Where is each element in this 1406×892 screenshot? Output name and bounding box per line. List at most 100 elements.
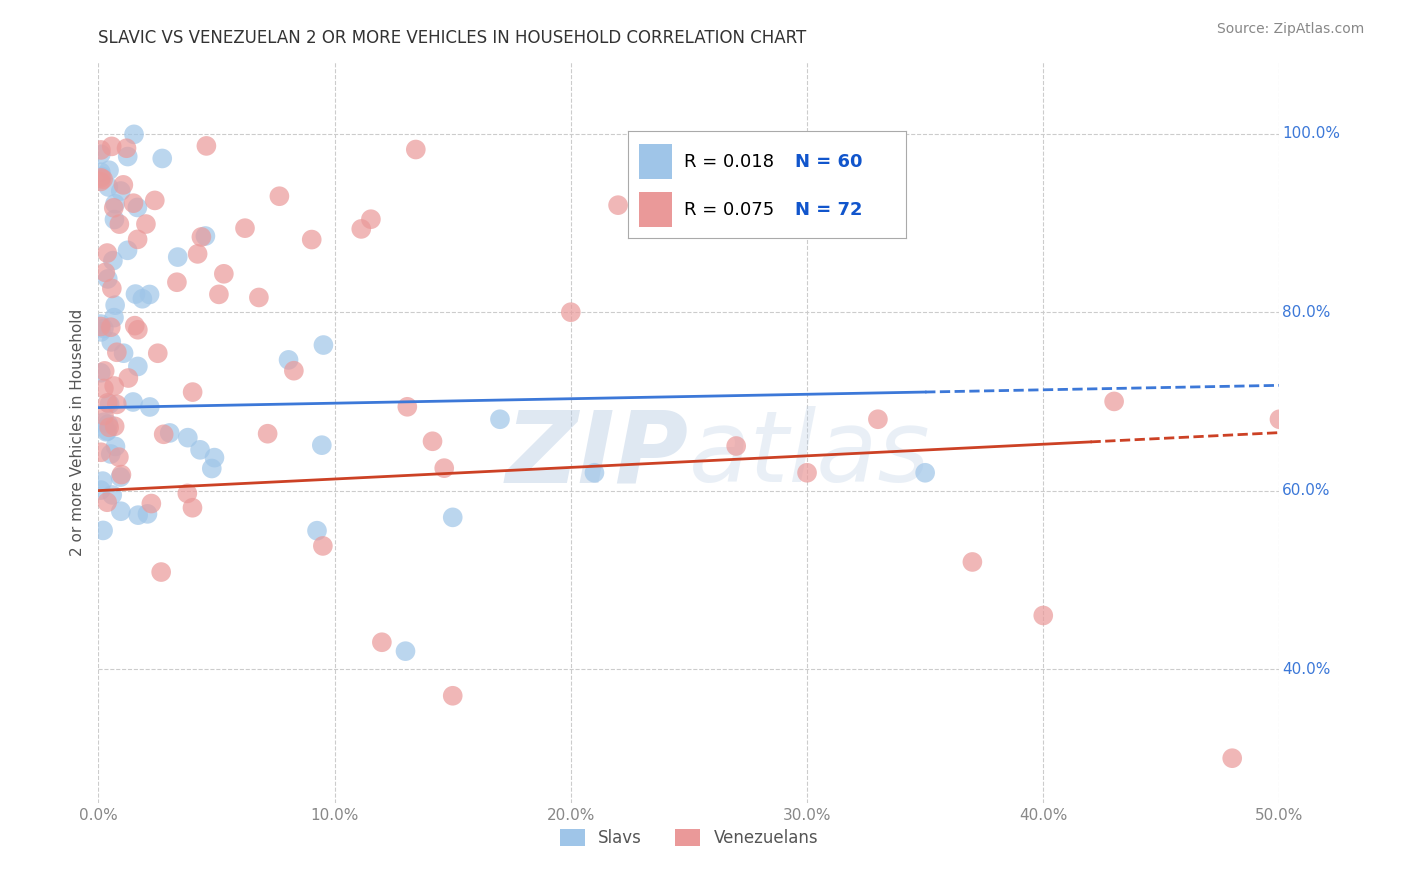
- Point: [247, 290, 270, 304]
- Point: [103, 310, 125, 325]
- Point: [112, 178, 135, 192]
- Point: [90, 143, 112, 157]
- Point: [127, 323, 149, 337]
- Point: [441, 689, 464, 703]
- Point: [176, 486, 198, 500]
- Point: [396, 400, 419, 414]
- Text: 40.0%: 40.0%: [1282, 662, 1330, 676]
- Point: [312, 338, 335, 352]
- Point: [360, 212, 382, 227]
- Point: [866, 412, 889, 426]
- Text: 100.0%: 100.0%: [1282, 127, 1340, 141]
- Point: [90, 366, 112, 380]
- Point: [91, 172, 114, 186]
- Point: [100, 320, 122, 334]
- Point: [90, 445, 112, 459]
- Point: [117, 371, 139, 385]
- Point: [394, 644, 416, 658]
- Point: [127, 508, 149, 523]
- Point: [1268, 412, 1291, 426]
- Point: [201, 461, 224, 475]
- Point: [100, 139, 122, 153]
- Point: [150, 152, 173, 166]
- Point: [103, 379, 125, 393]
- Point: [190, 230, 212, 244]
- Point: [101, 281, 124, 295]
- Text: ZIP: ZIP: [506, 407, 689, 503]
- Legend: Slavs, Venezuelans: Slavs, Venezuelans: [553, 822, 825, 854]
- Point: [233, 221, 256, 235]
- Point: [127, 359, 149, 374]
- Point: [194, 229, 217, 244]
- Point: [90, 147, 112, 161]
- Point: [138, 287, 160, 301]
- Point: [96, 246, 118, 260]
- Text: atlas: atlas: [689, 407, 931, 503]
- Point: [96, 424, 118, 438]
- Point: [141, 497, 163, 511]
- Text: 60.0%: 60.0%: [1282, 483, 1330, 498]
- Point: [91, 524, 114, 538]
- Text: R = 0.018: R = 0.018: [683, 153, 773, 171]
- Point: [166, 250, 188, 264]
- Point: [110, 470, 132, 484]
- Text: 80.0%: 80.0%: [1282, 305, 1330, 319]
- Point: [583, 466, 606, 480]
- Point: [108, 450, 131, 464]
- Point: [93, 364, 115, 378]
- Point: [166, 275, 188, 289]
- Point: [104, 298, 127, 312]
- Point: [122, 395, 145, 409]
- Point: [93, 381, 115, 395]
- Point: [1220, 751, 1243, 765]
- Point: [101, 488, 124, 502]
- Point: [117, 150, 139, 164]
- Point: [283, 364, 305, 378]
- Point: [97, 396, 120, 410]
- Point: [146, 346, 169, 360]
- Point: [312, 539, 335, 553]
- Point: [159, 425, 181, 440]
- Point: [139, 400, 162, 414]
- Point: [105, 397, 128, 411]
- Point: [94, 265, 117, 279]
- Point: [188, 442, 211, 457]
- Point: [90, 319, 112, 334]
- Point: [93, 321, 115, 335]
- Point: [350, 222, 373, 236]
- Point: [98, 163, 121, 178]
- Point: [90, 483, 112, 497]
- Point: [560, 305, 582, 319]
- Point: [195, 139, 218, 153]
- Point: [422, 434, 444, 449]
- Point: [90, 170, 112, 185]
- Point: [150, 565, 173, 579]
- Point: [93, 415, 115, 429]
- Point: [204, 450, 226, 465]
- Point: [124, 318, 146, 333]
- Point: [90, 317, 112, 331]
- Point: [110, 467, 132, 482]
- Point: [97, 417, 120, 431]
- Point: [127, 201, 149, 215]
- Point: [115, 141, 138, 155]
- Point: [177, 431, 200, 445]
- Point: [405, 143, 427, 157]
- Point: [105, 345, 128, 359]
- Point: [98, 420, 121, 434]
- Point: [103, 201, 125, 215]
- Point: [110, 504, 132, 518]
- Point: [135, 217, 157, 231]
- Point: [181, 385, 204, 400]
- Text: Source: ZipAtlas.com: Source: ZipAtlas.com: [1216, 22, 1364, 37]
- Point: [301, 233, 323, 247]
- Bar: [640, 144, 672, 179]
- Point: [1102, 394, 1125, 409]
- Point: [127, 232, 149, 246]
- Point: [104, 196, 127, 211]
- Point: [90, 169, 112, 184]
- Point: [796, 466, 818, 480]
- Point: [441, 510, 464, 524]
- Point: [143, 194, 166, 208]
- Text: R = 0.075: R = 0.075: [683, 201, 773, 219]
